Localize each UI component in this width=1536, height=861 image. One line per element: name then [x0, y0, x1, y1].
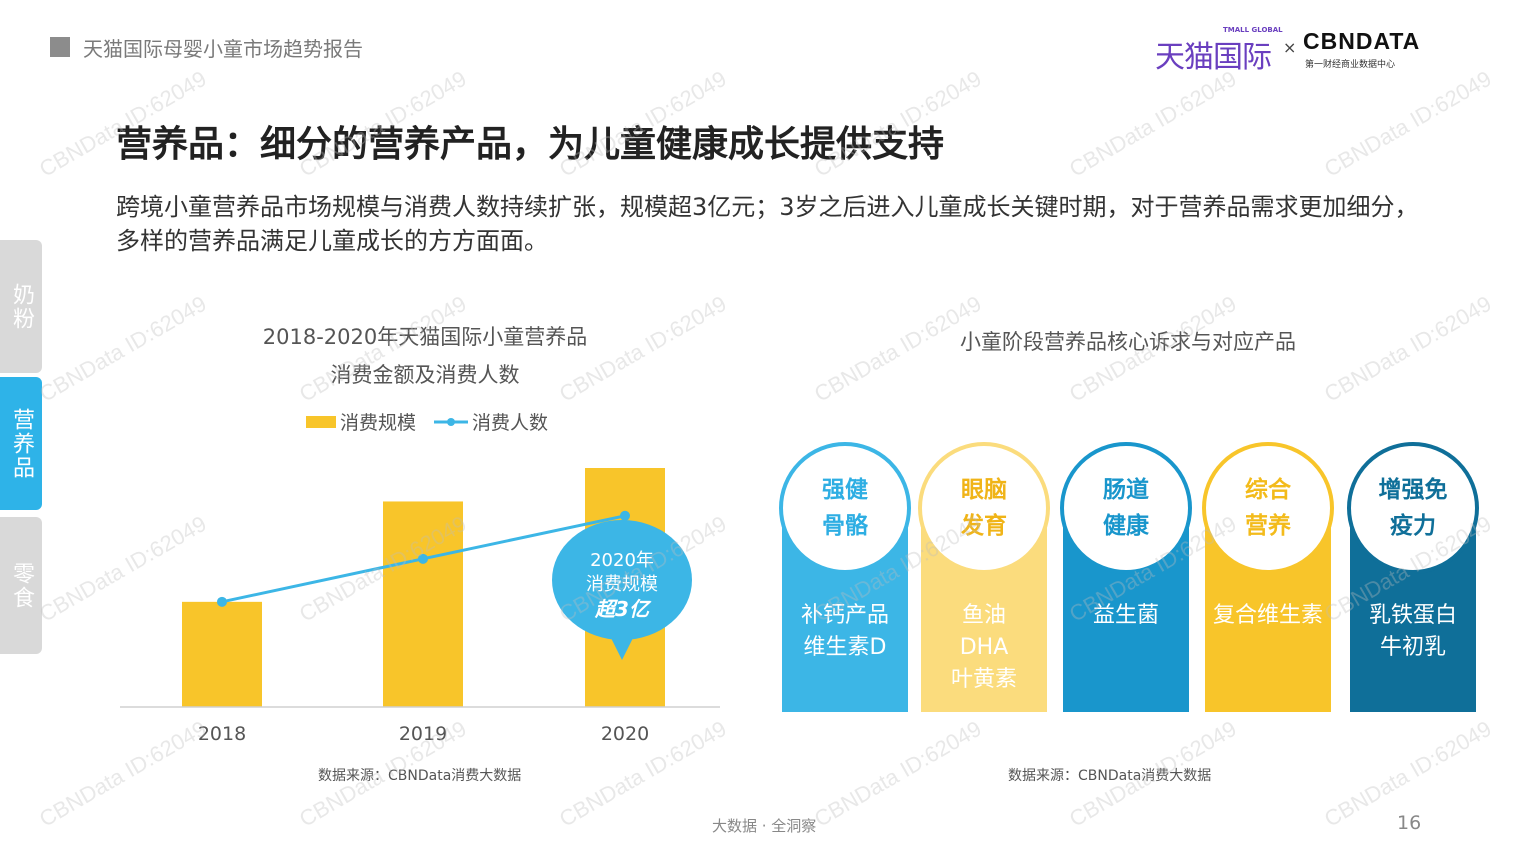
report-title: 天猫国际母婴小童市场趋势报告	[83, 37, 363, 61]
brand-logo: 天猫国际 TMALL GLOBAL × CBNDATA 第一财经商业数据中心	[1155, 26, 1425, 76]
need-card-products: 益生菌	[1092, 603, 1159, 628]
need-card-products: 乳铁蛋白 牛初乳	[1368, 603, 1457, 660]
legend-line-swatch	[434, 417, 469, 426]
point-2020	[620, 510, 630, 521]
tmall-logo-text: 天猫国际	[1155, 40, 1272, 75]
watermark-text: CBNData ID:62049	[810, 715, 986, 832]
tmall-global-text: TMALL GLOBAL	[1223, 26, 1283, 34]
need-card-circle: 增强免 疫力	[1347, 442, 1479, 574]
point-2019	[418, 553, 428, 564]
need-card-circle: 综合 营养	[1202, 442, 1334, 574]
page-heading: 营养品：细分的营养产品，为儿童健康成长提供支持	[116, 124, 945, 165]
x-tick-2019: 2019	[399, 723, 447, 745]
need-card-label: 强健 骨骼	[822, 477, 868, 539]
x-tick-2018: 2018	[198, 723, 246, 745]
need-card-circle: 眼脑 发育	[918, 442, 1050, 574]
cbndata-logo-text: CBNDATA	[1303, 28, 1421, 54]
page-description: 跨境小童营养品市场规模与消费人数持续扩张，规模超3亿元；3岁之后进入儿童成长关键…	[116, 193, 1419, 255]
point-2018	[217, 596, 227, 607]
chart-title-line1: 2018-2020年天猫国际小童营养品	[262, 325, 588, 349]
callout-line2: 消费规模	[586, 574, 658, 595]
need-card-label: 肠道 健康	[1103, 477, 1149, 539]
callout-line3: 超3亿	[594, 597, 652, 621]
need-card-circle: 肠道 健康	[1060, 442, 1192, 574]
callout-bubble: 2020年 消费规模 超3亿	[552, 520, 692, 660]
footer-slogan: 大数据 · 全洞察	[712, 817, 817, 835]
page-number: 16	[1397, 812, 1422, 834]
side-tab-nutrition[interactable]: 营养品	[0, 377, 42, 510]
logo-times-sign: ×	[1283, 38, 1297, 57]
watermark-text: CBNData ID:62049	[1065, 65, 1241, 182]
bar-2018	[182, 601, 262, 707]
need-card-products: 复合维生素	[1212, 603, 1323, 628]
need-card-label: 眼脑 发育	[961, 477, 1007, 539]
need-card-products: 补钙产品 维生素D	[800, 603, 889, 660]
chart-title-line2: 消费金额及消费人数	[330, 363, 520, 387]
watermark-text: CBNData ID:62049	[1320, 65, 1496, 182]
cbndata-logo-subtitle: 第一财经商业数据中心	[1305, 60, 1396, 70]
need-card-products: 鱼油 DHA 叶黄素	[950, 603, 1017, 692]
watermark-text: CBNData ID:62049	[35, 290, 211, 407]
chart-legend: 消费规模 消费人数	[306, 408, 548, 435]
header-square-icon	[50, 37, 70, 57]
watermark-text: CBNData ID:62049	[1320, 290, 1496, 407]
consumption-chart: 2018 2019 2020 2020年 消费规模 超3亿	[120, 468, 720, 745]
bar-2019	[383, 501, 463, 707]
side-tab-milk-powder[interactable]: 奶粉	[0, 240, 42, 373]
need-card-label: 增强免 疫力	[1378, 477, 1448, 539]
side-tab-snacks[interactable]: 零食	[0, 517, 42, 654]
x-tick-2020: 2020	[601, 723, 649, 745]
legend-line-label: 消费人数	[472, 412, 549, 434]
legend-bar-swatch	[306, 415, 336, 428]
right-panel-source: 数据来源：CBNData消费大数据	[1008, 768, 1212, 784]
callout-line1: 2020年	[590, 550, 654, 571]
need-card-circle: 强健 骨骼	[779, 442, 911, 574]
need-card-label: 综合 营养	[1245, 477, 1291, 539]
legend-bar-label: 消费规模	[340, 412, 417, 434]
left-chart-source: 数据来源：CBNData消费大数据	[318, 768, 522, 784]
right-panel-title: 小童阶段营养品核心诉求与对应产品	[960, 330, 1296, 354]
